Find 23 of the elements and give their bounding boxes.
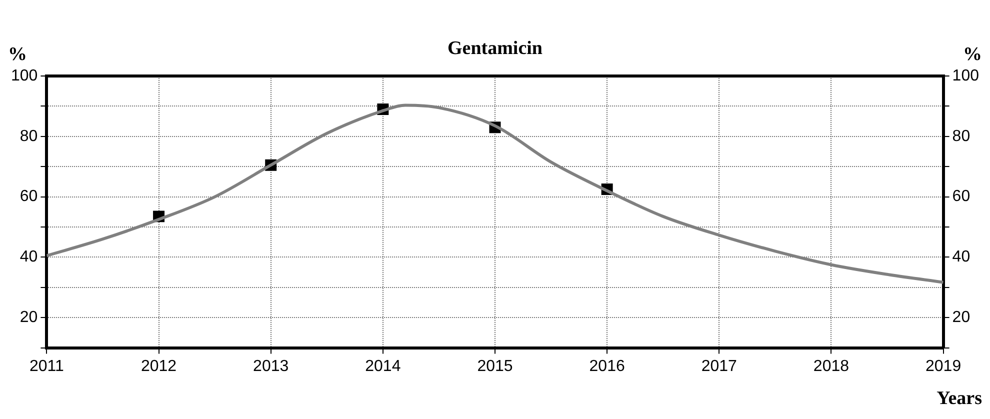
- chart-title: Gentamicin: [448, 38, 543, 59]
- x-tick-label: 2017: [701, 358, 738, 375]
- x-tick-label: 2014: [365, 358, 401, 375]
- x-axis-title: Years: [936, 388, 982, 409]
- x-tick-label: 2012: [140, 358, 177, 375]
- y2-tick-label: 80: [952, 128, 970, 145]
- y2-tick-label: 40: [952, 248, 970, 266]
- y-tick-label: 60: [20, 188, 38, 206]
- y2-tick-label: 20: [952, 309, 970, 326]
- y2-axis-title: %: [963, 44, 982, 65]
- x-tick-label: 2015: [477, 358, 513, 375]
- y-tick-label: 100: [10, 67, 38, 84]
- y-tick-label: 20: [20, 309, 38, 326]
- y-tick-label: 80: [20, 128, 38, 145]
- y2-tick-label: 60: [952, 188, 970, 206]
- x-tick-label: 2011: [29, 358, 64, 375]
- x-tick-label: 2013: [253, 358, 289, 375]
- x-tick-label: 2019: [926, 358, 962, 375]
- y-tick-label: 40: [20, 248, 38, 266]
- x-tick-label: 2018: [813, 358, 850, 375]
- x-tick-label: 2016: [589, 358, 625, 375]
- y2-tick-label: 100: [952, 67, 980, 84]
- y-axis-title: %: [8, 44, 27, 65]
